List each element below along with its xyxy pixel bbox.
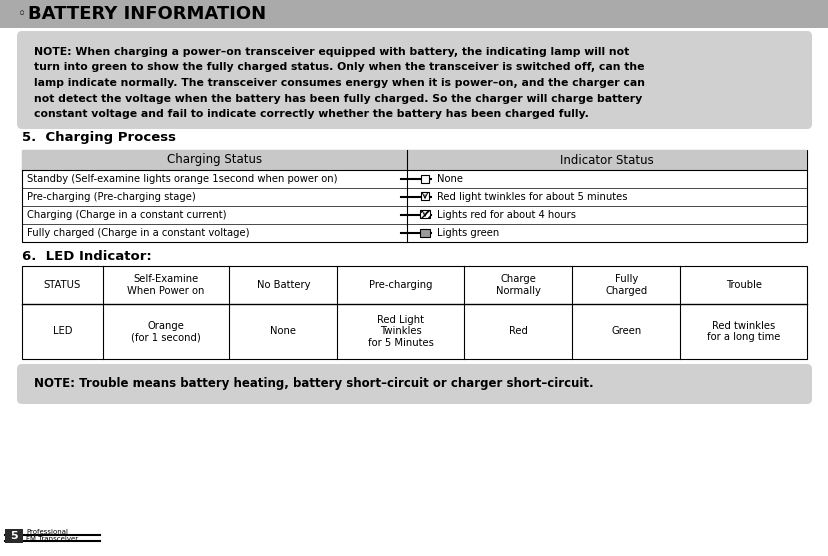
Bar — [5, 529, 23, 543]
Text: not detect the voltage when the battery has been fully charged. So the charger w: not detect the voltage when the battery … — [34, 93, 642, 103]
Text: Lights green: Lights green — [436, 228, 498, 238]
Text: 5: 5 — [10, 531, 17, 541]
Text: turn into green to show the fully charged status. Only when the transceiver is s: turn into green to show the fully charge… — [34, 62, 643, 72]
Text: Charging Status: Charging Status — [166, 153, 262, 166]
Text: Charging (Charge in a constant current): Charging (Charge in a constant current) — [27, 210, 226, 220]
Text: 5.  Charging Process: 5. Charging Process — [22, 132, 176, 145]
Text: Red twinkles
for a long time: Red twinkles for a long time — [706, 321, 779, 342]
Text: NOTE: Trouble means battery heating, battery short–circuit or charger short–circ: NOTE: Trouble means battery heating, bat… — [34, 378, 593, 390]
Text: None: None — [436, 174, 463, 184]
Text: Green: Green — [610, 326, 641, 336]
Text: Red: Red — [508, 326, 527, 336]
Text: Orange
(for 1 second): Orange (for 1 second) — [131, 321, 200, 342]
Text: Pre-charging (Pre-charging stage): Pre-charging (Pre-charging stage) — [27, 192, 195, 202]
Bar — [420, 229, 430, 237]
Text: LED: LED — [52, 326, 72, 336]
FancyBboxPatch shape — [17, 31, 811, 129]
Bar — [421, 192, 428, 200]
Text: Charge
Normally: Charge Normally — [495, 274, 540, 296]
Bar — [421, 175, 428, 183]
Text: STATUS: STATUS — [44, 280, 81, 290]
Text: constant voltage and fail to indicate correctly whether the battery has been cha: constant voltage and fail to indicate co… — [34, 109, 588, 119]
Text: Self-Examine
When Power on: Self-Examine When Power on — [128, 274, 205, 296]
Text: Professional: Professional — [26, 529, 68, 535]
Text: FM Transceiver: FM Transceiver — [26, 536, 78, 542]
Bar — [22, 266, 806, 359]
Text: Indicator Status: Indicator Status — [560, 153, 653, 166]
Text: No Battery: No Battery — [257, 280, 310, 290]
Text: 6.  LED Indicator:: 6. LED Indicator: — [22, 250, 152, 262]
Text: None: None — [270, 326, 296, 336]
Text: Fully charged (Charge in a constant voltage): Fully charged (Charge in a constant volt… — [27, 228, 249, 238]
Bar — [0, 0, 828, 28]
Text: Pre-charging: Pre-charging — [368, 280, 432, 290]
Bar — [420, 210, 430, 218]
Bar — [22, 150, 806, 242]
Text: Trouble: Trouble — [724, 280, 761, 290]
Text: BATTERY INFORMATION: BATTERY INFORMATION — [28, 5, 266, 23]
Text: ◦: ◦ — [18, 7, 26, 21]
Text: NOTE: When charging a power–on transceiver equipped with battery, the indicating: NOTE: When charging a power–on transceiv… — [34, 47, 628, 57]
Text: Lights red for about 4 hours: Lights red for about 4 hours — [436, 210, 575, 220]
Bar — [22, 150, 806, 170]
Text: Red light twinkles for about 5 minutes: Red light twinkles for about 5 minutes — [436, 192, 627, 202]
FancyBboxPatch shape — [17, 364, 811, 404]
Text: Fully
Charged: Fully Charged — [604, 274, 647, 296]
Text: Standby (Self-examine lights orange 1second when power on): Standby (Self-examine lights orange 1sec… — [27, 174, 337, 184]
Text: lamp indicate normally. The transceiver consumes energy when it is power–on, and: lamp indicate normally. The transceiver … — [34, 78, 644, 88]
Text: Red Light
Twinkles
for 5 Minutes: Red Light Twinkles for 5 Minutes — [368, 315, 433, 348]
